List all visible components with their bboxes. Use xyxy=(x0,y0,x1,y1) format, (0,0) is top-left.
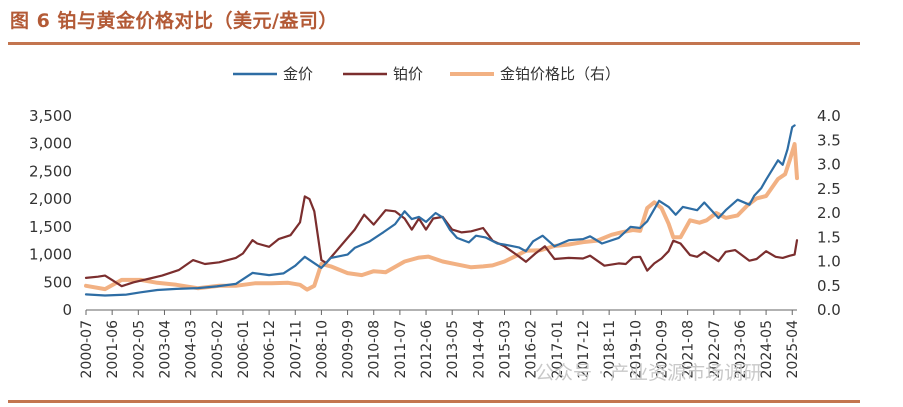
x-tick-label: 2014-04 xyxy=(471,320,487,379)
y-left-tick-label: 2,500 xyxy=(29,162,72,180)
gold-series-line xyxy=(84,124,796,297)
y-right-tick-label: 1.0 xyxy=(817,253,841,271)
x-tick-label: 2011-07 xyxy=(393,320,409,379)
x-tick-label: 2006-01 xyxy=(236,320,252,379)
x-tick-label: 2022-07 xyxy=(707,320,723,379)
x-tick-label: 2017-12 xyxy=(576,320,592,379)
x-tick-label: 2003-04 xyxy=(157,320,173,379)
x-tick-label: 2020-09 xyxy=(654,320,670,379)
x-tick-label: 2013-05 xyxy=(445,320,461,379)
x-tick-label: 2005-02 xyxy=(210,320,226,379)
title-rule xyxy=(8,42,860,45)
x-tick-label: 2015-03 xyxy=(498,320,514,379)
x-tick-label: 2000-07 xyxy=(79,320,95,379)
legend-label: 金价 xyxy=(283,65,313,83)
x-tick-label: 2004-03 xyxy=(184,320,200,379)
x-tick-label: 2008-10 xyxy=(314,320,330,379)
x-tick-label: 2018-11 xyxy=(602,320,618,379)
y-right-tick-label: 3.5 xyxy=(817,131,841,149)
x-tick-label: 2009-09 xyxy=(341,320,357,379)
y-right-tick-label: 1.5 xyxy=(817,228,841,246)
y-right-tick-label: 2.5 xyxy=(817,180,841,198)
x-tick-label: 2006-12 xyxy=(262,320,278,379)
figure-title: 图 6 铂与黄金价格对比（美元/盎司） xyxy=(10,10,338,32)
legend-label: 金铂价格比（右） xyxy=(500,65,620,83)
x-tick-label: 2021-08 xyxy=(681,320,697,379)
y-right-tick-label: 0.0 xyxy=(817,301,841,319)
y-right-tick-label: 4.0 xyxy=(817,107,841,125)
y-left-tick-label: 3,500 xyxy=(29,107,72,125)
x-tick-label: 2025-04 xyxy=(785,320,801,379)
x-tick-label: 2012-06 xyxy=(419,320,435,379)
x-tick-label: 2023-06 xyxy=(733,320,749,379)
y-left-tick-label: 0 xyxy=(62,301,72,319)
y-left-tick-label: 1,000 xyxy=(29,246,72,264)
footer-rule xyxy=(8,400,860,403)
watermark-text: 公众号 · 产业资源市场调研 xyxy=(535,362,763,384)
x-tick-label: 2007-11 xyxy=(288,320,304,379)
x-tick-label: 2002-05 xyxy=(131,320,147,379)
x-tick-label: 2016-02 xyxy=(524,320,540,379)
x-tick-label: 2001-06 xyxy=(105,320,121,379)
y-left-tick-label: 3,000 xyxy=(29,135,72,153)
y-left-tick-label: 1,500 xyxy=(29,218,72,236)
y-right-tick-label: 2.0 xyxy=(817,204,841,222)
x-tick-label: 2017-01 xyxy=(550,320,566,379)
platinum-series-line xyxy=(84,195,799,288)
chart-legend: 金价 铂价 金铂价格比（右） xyxy=(233,65,620,83)
x-tick-label: 2019-10 xyxy=(628,320,644,379)
y-right-tick-label: 3.0 xyxy=(817,156,841,174)
legend-label: 铂价 xyxy=(393,65,423,83)
x-tick-label: 2024-05 xyxy=(759,320,775,379)
chart-axes: 0 500 1,000 1,500 2,000 2,500 3,000 3,500 0.0 0.5… xyxy=(29,107,841,379)
y-left-tick-label: 500 xyxy=(43,273,72,291)
chart-series xyxy=(84,124,799,297)
y-left-tick-label: 2,000 xyxy=(29,190,72,208)
x-tick-label: 2010-08 xyxy=(367,320,383,379)
y-right-tick-label: 0.5 xyxy=(817,277,841,295)
